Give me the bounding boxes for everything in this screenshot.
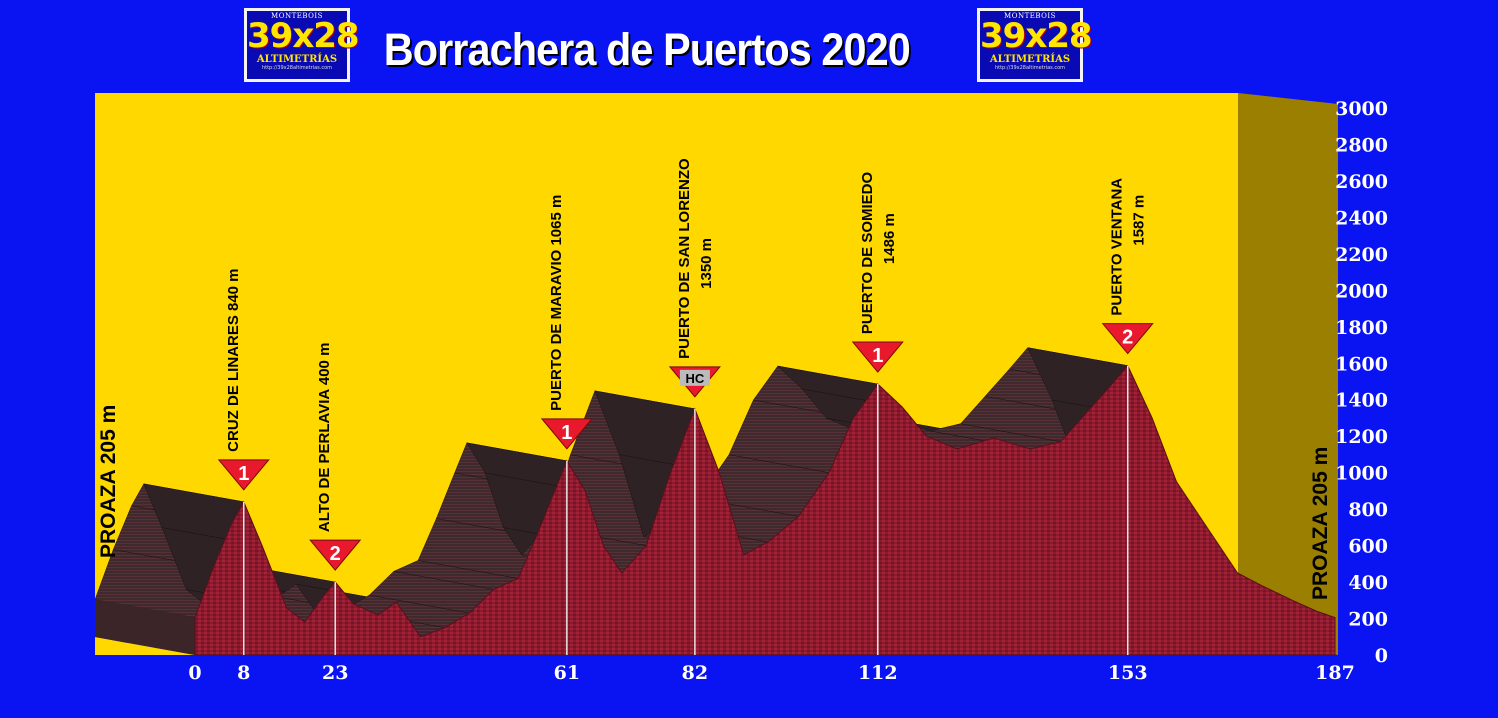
category-triangle	[309, 539, 362, 571]
profile-start-wall	[95, 599, 195, 655]
y-tick-label: 2000	[1335, 280, 1388, 302]
x-tick-label: 8	[237, 662, 250, 684]
logo-top-text: MONTEBOIS	[1004, 12, 1056, 20]
y-tick-label: 2400	[1335, 207, 1388, 229]
climb-name-label: ALTO DE PERLAVIA 400 m	[316, 343, 333, 532]
category-triangle	[540, 418, 593, 450]
logo-sub-text: ALTIMETRÍAS	[256, 54, 338, 65]
y-tick-label: 1400	[1335, 390, 1388, 412]
category-triangle	[217, 459, 270, 491]
category-label: 2	[330, 543, 341, 565]
y-tick-label: 400	[1348, 572, 1388, 594]
x-tick-label: 0	[188, 662, 201, 684]
climb-marker: 2 ALTO DE PERLAVIA 400 m	[309, 343, 362, 655]
category-label: 1	[872, 345, 883, 367]
climb-annotations: 1 CRUZ DE LINARES 840 m 2 ALTO DE PERLAVIA …	[217, 158, 1154, 655]
y-tick-label: 1000	[1335, 463, 1388, 485]
y-tick-label: 1600	[1335, 353, 1388, 375]
x-tick-label: 61	[554, 662, 580, 684]
climb-marker: 1 PUERTO DE MARAVIO 1065 m	[540, 195, 593, 655]
climb-marker: 1 CRUZ DE LINARES 840 m	[217, 268, 270, 655]
y-tick-label: 2200	[1335, 244, 1388, 266]
right-side-panel	[1238, 93, 1338, 655]
y-tick-label: 600	[1348, 536, 1388, 558]
x-tick-label: 112	[858, 662, 898, 684]
y-tick-label: 200	[1348, 609, 1388, 631]
start-label: PROAZA 205 m	[97, 405, 120, 558]
y-tick-label: 1200	[1335, 426, 1388, 448]
y-tick-label: 1800	[1335, 317, 1388, 339]
y-axis-labels: 0 200 400 600 800 1000 1200 1400 1600 1800 2000 220…	[1335, 98, 1388, 667]
y-tick-label: 3000	[1335, 98, 1388, 120]
end-label: PROAZA 205 m	[1309, 447, 1332, 600]
y-tick-label: 2600	[1335, 171, 1388, 193]
endpoint-labels: PROAZA 205 m PROAZA 205 m	[97, 405, 1332, 600]
category-label: 2	[1122, 327, 1133, 349]
category-label: HC	[686, 371, 705, 386]
climb-marker: 2 PUERTO VENTANA 1587 m	[1101, 178, 1154, 655]
y-tick-label: 800	[1348, 499, 1388, 521]
logo-top-text: MONTEBOIS	[271, 12, 323, 20]
climb-marker: HC PUERTO DE SAN LORENZO 1350 m	[668, 158, 721, 655]
x-tick-label: 82	[682, 662, 708, 684]
x-tick-label: 153	[1108, 662, 1148, 684]
climb-altitude-label: 1587 m	[1131, 195, 1148, 246]
climb-name-label: CRUZ DE LINARES 840 m	[225, 268, 242, 451]
y-tick-label: 2800	[1335, 134, 1388, 156]
x-tick-label: 23	[322, 662, 348, 684]
category-triangle	[1101, 323, 1154, 355]
y-tick-label: 0	[1375, 645, 1388, 667]
climb-name-label: PUERTO DE SAN LORENZO	[676, 158, 693, 359]
category-label: 1	[561, 422, 572, 444]
logo-big-text: 39x28	[980, 16, 1093, 56]
category-label: 1	[238, 463, 249, 485]
logo-sub-text: ALTIMETRÍAS	[989, 54, 1071, 65]
climb-marker: 1 PUERTO DE SOMIEDO 1486 m	[851, 171, 904, 655]
climb-name-label: PUERTO DE SOMIEDO	[859, 171, 876, 334]
logo-url-text: http://39x28altimetrias.com	[261, 65, 333, 71]
climb-name-label: PUERTO DE MARAVIO 1065 m	[548, 195, 565, 411]
hc-badge	[679, 369, 710, 386]
logo-right: MONTEBOIS 39x28 ALTIMETRÍAS http://39x28…	[977, 8, 1093, 82]
logo-url-text: http://39x28altimetrias.com	[994, 65, 1066, 71]
x-tick-label: 187	[1315, 662, 1355, 684]
logo-big-text: 39x28	[247, 16, 360, 56]
category-triangle	[851, 341, 904, 373]
climb-altitude-label: 1486 m	[881, 213, 898, 264]
climb-altitude-label: 1350 m	[698, 238, 715, 289]
x-axis-labels: 0 8 23 61 82 112 153 187	[188, 662, 1354, 684]
logo-left: MONTEBOIS 39x28 ALTIMETRÍAS http://39x28…	[244, 8, 360, 82]
chart-title: Borrachera de Puertos 2020	[383, 24, 911, 75]
climb-name-label: PUERTO VENTANA	[1109, 178, 1126, 316]
